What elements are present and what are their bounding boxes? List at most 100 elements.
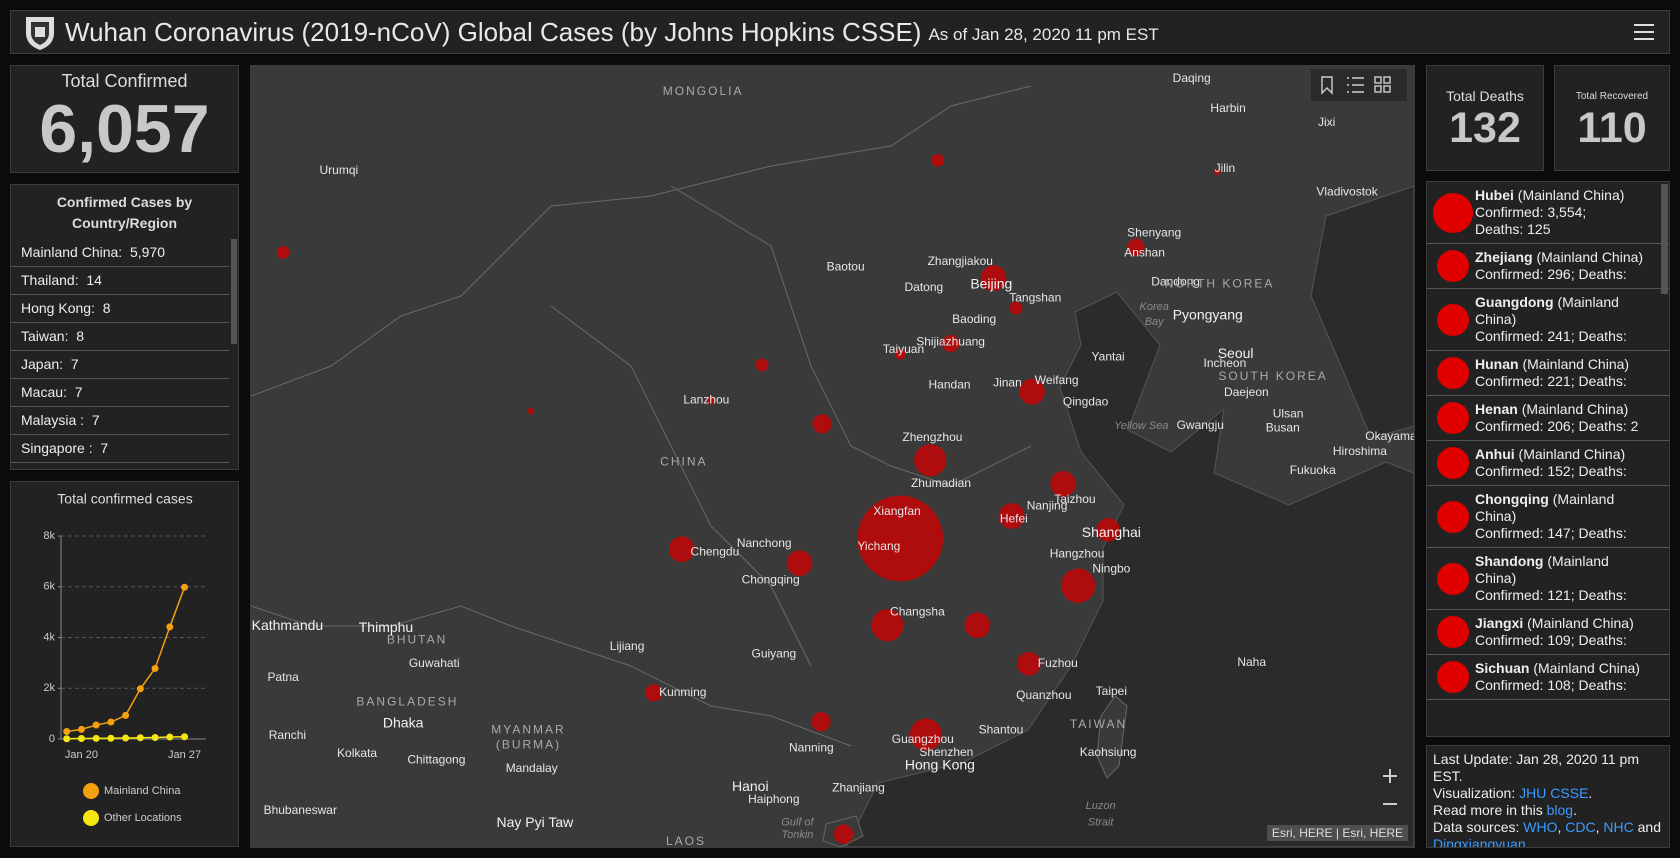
- province-line: Confirmed: 121; Deaths:: [1475, 587, 1627, 603]
- map-label: Tonkin: [781, 829, 813, 841]
- province-dot: [1437, 303, 1469, 336]
- case-bubble: [980, 265, 1007, 291]
- zoom-in-button[interactable]: [1375, 763, 1405, 790]
- map-label: Shantou: [979, 722, 1024, 736]
- map-label: Okayama: [1365, 429, 1414, 443]
- info-text: Visualization:: [1433, 785, 1520, 801]
- case-bubble: [668, 536, 695, 563]
- map-label: Ningbo: [1092, 562, 1130, 576]
- x-tick-label: Jan 27: [168, 749, 201, 761]
- map-label: Hong Kong: [905, 756, 975, 772]
- case-bubble: [1214, 168, 1221, 176]
- zoom-out-button[interactable]: [1375, 791, 1405, 818]
- map-label: Patna: [267, 670, 299, 684]
- map-label: Yellow Sea: [1114, 420, 1168, 432]
- country-list: Mainland China: 5,970 Thailand: 14 Hong Ko…: [11, 239, 229, 469]
- chart: Total confirmed cases 0 2k 4k 6k 8k Jan 20 Jan…: [43, 491, 206, 826]
- province-line: Confirmed: 221; Deaths:: [1475, 373, 1627, 389]
- case-bubble: [812, 414, 832, 434]
- info-link[interactable]: NHC: [1603, 819, 1634, 835]
- data-point: [166, 733, 174, 741]
- y-tick-label: 0: [49, 733, 55, 745]
- info-line: Data sources: WHO, CDC, NHC and Dingxian…: [1433, 819, 1663, 848]
- province-dot: [1437, 447, 1469, 479]
- province-region: (Mainland China): [1518, 446, 1626, 462]
- map-label: SOUTH KOREA: [1218, 369, 1327, 383]
- data-point: [181, 583, 189, 591]
- map-label: Mandalay: [506, 761, 558, 775]
- recovered-panel: Total Recovered 110: [1554, 65, 1670, 171]
- province-line: Confirmed: 109; Deaths:: [1475, 632, 1627, 648]
- province-item: Jiangxi (Mainland China) Confirmed: 109; …: [1427, 610, 1669, 655]
- map-label: Chengdu: [691, 545, 740, 559]
- legend-button[interactable]: [1347, 77, 1364, 93]
- province-region: (Mainland China): [1536, 249, 1644, 265]
- province-heading: Anhui (Mainland China): [1475, 446, 1647, 463]
- case-bubble: [998, 503, 1025, 529]
- info-link[interactable]: WHO: [1523, 819, 1558, 835]
- map-label: NORTH KOREA: [1165, 277, 1275, 291]
- info-text: and: [1633, 819, 1661, 835]
- case-bubble: [1017, 652, 1041, 676]
- province-name: Zhejiang: [1475, 249, 1533, 265]
- province-item: Hubei (Mainland China) Confirmed: 3,554; D…: [1427, 182, 1669, 244]
- data-point: [151, 733, 159, 741]
- map-label: Harbin: [1210, 101, 1245, 115]
- map-label: Baoding: [952, 312, 996, 326]
- province-dot-cell: [1431, 187, 1475, 238]
- province-item: Anhui (Mainland China) Confirmed: 152; De…: [1427, 441, 1669, 486]
- info-text: .: [1573, 802, 1577, 818]
- province-line: Deaths: 125: [1475, 221, 1551, 237]
- attribution: Esri, HERE | Esri, HERE: [1272, 826, 1403, 840]
- map-label: Weifang: [1035, 373, 1079, 387]
- header: Wuhan Coronavirus (2019-nCoV) Global Cas…: [10, 10, 1670, 54]
- province-item: Chongqing (Mainland China) Confirmed: 147…: [1427, 486, 1669, 548]
- map-label: Taizhou: [1054, 492, 1095, 506]
- info-link[interactable]: JHU CSSE: [1519, 785, 1589, 801]
- province-name: Jiangxi: [1475, 615, 1524, 631]
- province-heading: Shandong (Mainland China): [1475, 553, 1647, 587]
- info-link[interactable]: blog: [1546, 802, 1574, 818]
- map-label: Luzon: [1086, 800, 1116, 812]
- province-dot: [1437, 661, 1469, 693]
- country-panel: Confirmed Cases by Country/Region Mainla…: [10, 184, 239, 470]
- country-name: Macau:: [21, 384, 67, 400]
- province-text: Henan (Mainland China) Confirmed: 206; De…: [1475, 401, 1647, 435]
- province-dot-cell: [1431, 294, 1475, 345]
- map-label: Datong: [904, 280, 943, 294]
- map-panel: MONGOLIA Urumqi Daqing Harbin Jixi Jilin Vladi…: [250, 65, 1415, 848]
- info-text: Last Update: Jan 28, 2020 11 pm EST.: [1433, 751, 1639, 784]
- province-item: Henan (Mainland China) Confirmed: 206; De…: [1427, 396, 1669, 441]
- map-label: Guwahati: [409, 656, 460, 670]
- province-name: Sichuan: [1475, 660, 1530, 676]
- country-value: 7: [91, 412, 100, 428]
- scrollbar[interactable]: [1661, 184, 1668, 294]
- case-bubble: [276, 245, 290, 259]
- map-label: Daqing: [1173, 71, 1211, 85]
- map-label: Beijing: [970, 275, 1012, 291]
- map-label: Chongqing: [742, 572, 800, 586]
- info-link[interactable]: Dingxiangyuan: [1433, 836, 1526, 848]
- legend-label: Other Locations: [104, 812, 182, 824]
- x-tick-label: Jan 20: [65, 749, 98, 761]
- map-label: Shijiazhuang: [916, 335, 985, 349]
- country-row: Singapore : 7: [11, 435, 229, 463]
- province-heading: Hubei (Mainland China): [1475, 187, 1647, 204]
- menu-button[interactable]: [1633, 22, 1655, 42]
- map-label: Bhubaneswar: [264, 803, 337, 817]
- data-point: [107, 734, 115, 742]
- province-dot-cell: [1431, 446, 1475, 480]
- map-label: Daejeon: [1224, 385, 1269, 399]
- map-label: Pyongyang: [1173, 306, 1243, 322]
- info-text: Data sources:: [1433, 819, 1524, 835]
- attribution-bg: [1267, 825, 1408, 841]
- scrollbar[interactable]: [231, 239, 237, 344]
- basemap-button[interactable]: [1374, 76, 1391, 93]
- country-value: 8: [76, 328, 85, 344]
- y-tick-label: 2k: [43, 682, 55, 694]
- province-heading: Henan (Mainland China): [1475, 401, 1647, 418]
- map-label: Guangzhou: [892, 732, 954, 746]
- province-item: Zhejiang (Mainland China) Confirmed: 296;…: [1427, 244, 1669, 289]
- bookmark-button[interactable]: [1321, 76, 1333, 95]
- info-link[interactable]: CDC: [1565, 819, 1596, 835]
